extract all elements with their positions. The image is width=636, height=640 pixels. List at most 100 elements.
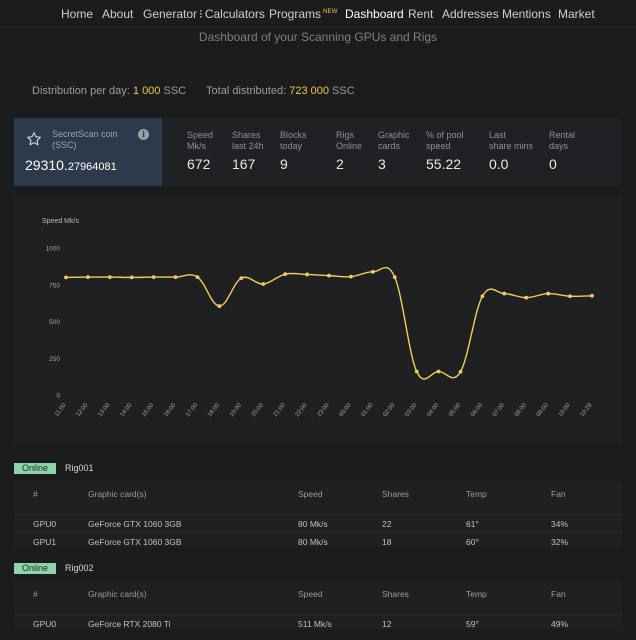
stat-speed: Speed Mk/s 672 [187,130,213,172]
new-badge: NEW [323,9,338,15]
x-tick-label: 07:00 [492,402,506,418]
speed-data-point [458,369,463,374]
online-status-badge: Online [14,563,56,574]
table-cell: GeForce GTX 1060 3GB [88,537,182,547]
nav-market[interactable]: Market [558,7,595,21]
x-tick-label: 00:00 [339,402,353,418]
table-cell: 80 Mk/s [298,519,328,529]
table-cell: GPU0 [33,519,57,529]
x-tick-label: 22:00 [295,402,309,418]
speed-data-point [370,269,375,274]
speed-data-point [64,275,68,280]
grip-icon: ⁝ [199,7,203,21]
x-tick-label: 23:00 [317,402,331,418]
table-header-row: # Graphic card(s) Speed Shares Temp Fan [14,481,622,507]
coin-name: SecretScan coin (SSC) [52,129,118,150]
nav-calculators-label: Calculators [204,7,265,21]
speed-data-point [239,276,244,281]
speed-data-point [86,275,90,280]
column-header: Speed [298,489,323,499]
column-header: Speed [298,589,323,599]
speed-chart: Speed Mk/s 0 250 500 750 1000 11:00 12:00 13:00 1… [42,218,594,418]
stat-blocks: Blocks today 9 [280,130,307,172]
info-icon[interactable]: i [138,129,149,140]
stat-shares: Shares last 24h 167 [232,130,264,172]
y-tick-label: 750 [49,282,60,289]
x-tick-label: 11:00 [54,402,68,418]
x-tick-label: 19:00 [229,402,243,418]
x-tick-label: 16:00 [163,402,177,418]
stat-value: 0 [549,156,557,172]
table-cell: 22 [382,519,392,529]
x-tick-label: 20:00 [251,402,265,418]
nav-mentions[interactable]: Mentions [502,7,551,21]
table-cell: 60° [466,537,479,547]
column-header: # [33,489,38,499]
table-cell: GPU1 [33,537,57,547]
column-header: Shares [382,589,409,599]
speed-data-point [107,275,112,280]
stat-last-share: Last share mins 0.0 [489,130,534,172]
x-tick-label: 10:00 [558,402,572,418]
page-subtitle: Dashboard of your Scanning GPUs and Rigs [198,30,438,44]
speed-data-point [502,291,507,296]
top-navigation: Home About Generator ⁝ Calculators Progra… [0,0,636,28]
speed-data-point [568,294,572,299]
per-day-unit: SSC [163,85,187,97]
stat-label: Shares last 24h [232,130,264,151]
x-tick-label: 15:00 [141,402,155,418]
x-tick-label: 01:00 [360,402,374,418]
column-header: Temp [466,489,487,499]
coin-balance-card: SecretScan coin (SSC) i 29310.27964081 [14,118,162,186]
distribution-summary: Distribution per day: 1 000 SSC Total di… [32,85,355,97]
coin-balance-decimal: 27964081 [67,161,117,173]
stats-panel: SecretScan coin (SSC) i 29310.27964081 S… [14,118,622,186]
y-axis-label: Speed Mk/s [42,218,79,225]
speed-data-point [173,275,178,280]
nav-rent[interactable]: Rent [408,7,434,21]
speed-data-point [546,291,551,296]
nav-about[interactable]: About [102,7,134,21]
nav-addresses[interactable]: Addresses [442,7,499,21]
table-row[interactable]: GPU1 GeForce GTX 1060 3GB 80 Mk/s 18 60° 32% [14,532,622,550]
x-tick-label: 03:00 [404,402,418,418]
speed-data-point [524,295,529,300]
x-tick-label: 18:00 [207,402,221,418]
speed-data-point [414,369,419,374]
table-row[interactable]: GPU0 GeForce GTX 1060 3GB 80 Mk/s 22 61° 34% [14,514,622,532]
nav-dashboard[interactable]: Dashboard [345,7,404,21]
table-row[interactable]: GPU0 GeForce RTX 2080 Ti 511 Mk/s 12 59° 49% [14,614,622,632]
nav-calculators[interactable]: ⁝ Calculators [199,7,265,21]
stat-label: Blocks today [280,130,307,151]
nav-generator[interactable]: Generator [143,7,198,21]
table-cell: 511 Mk/s [298,619,332,629]
stat-label: Last share mins [489,130,534,151]
rig-name[interactable]: Rig001 [65,463,94,473]
x-tick-label: 21:00 [273,402,287,418]
stat-rigs-online: Rigs Online 2 [336,130,362,172]
x-tick-label: 06:00 [470,402,484,418]
column-header: Fan [551,489,566,499]
table-cell: GeForce GTX 1060 3GB [88,519,182,529]
column-header: # [33,589,38,599]
rig-name[interactable]: Rig002 [65,563,94,573]
table-cell: 49% [551,619,569,629]
speed-data-point [590,293,594,298]
stat-rental-days: Rental days 0 [549,130,576,172]
speed-data-point [217,304,222,308]
stat-pool-speed: % of pool speed 55.22 [426,130,464,172]
nav-programs[interactable]: Programs NEW [269,7,338,21]
stat-label: Rental days [549,130,576,151]
table-cell: 12 [382,619,392,629]
speed-series-line [65,266,593,380]
x-tick-label: 10:29 [580,402,594,418]
star-icon[interactable] [26,131,42,147]
per-day-value: 1 000 [132,85,161,97]
speed-data-point [129,275,134,280]
column-header: Temp [466,589,487,599]
x-tick-label: 14:00 [119,402,133,418]
x-tick-label: 17:00 [185,402,199,418]
stat-value: 672 [187,156,211,172]
total-distributed-label: Total distributed: [206,85,287,97]
nav-home[interactable]: Home [61,7,94,21]
